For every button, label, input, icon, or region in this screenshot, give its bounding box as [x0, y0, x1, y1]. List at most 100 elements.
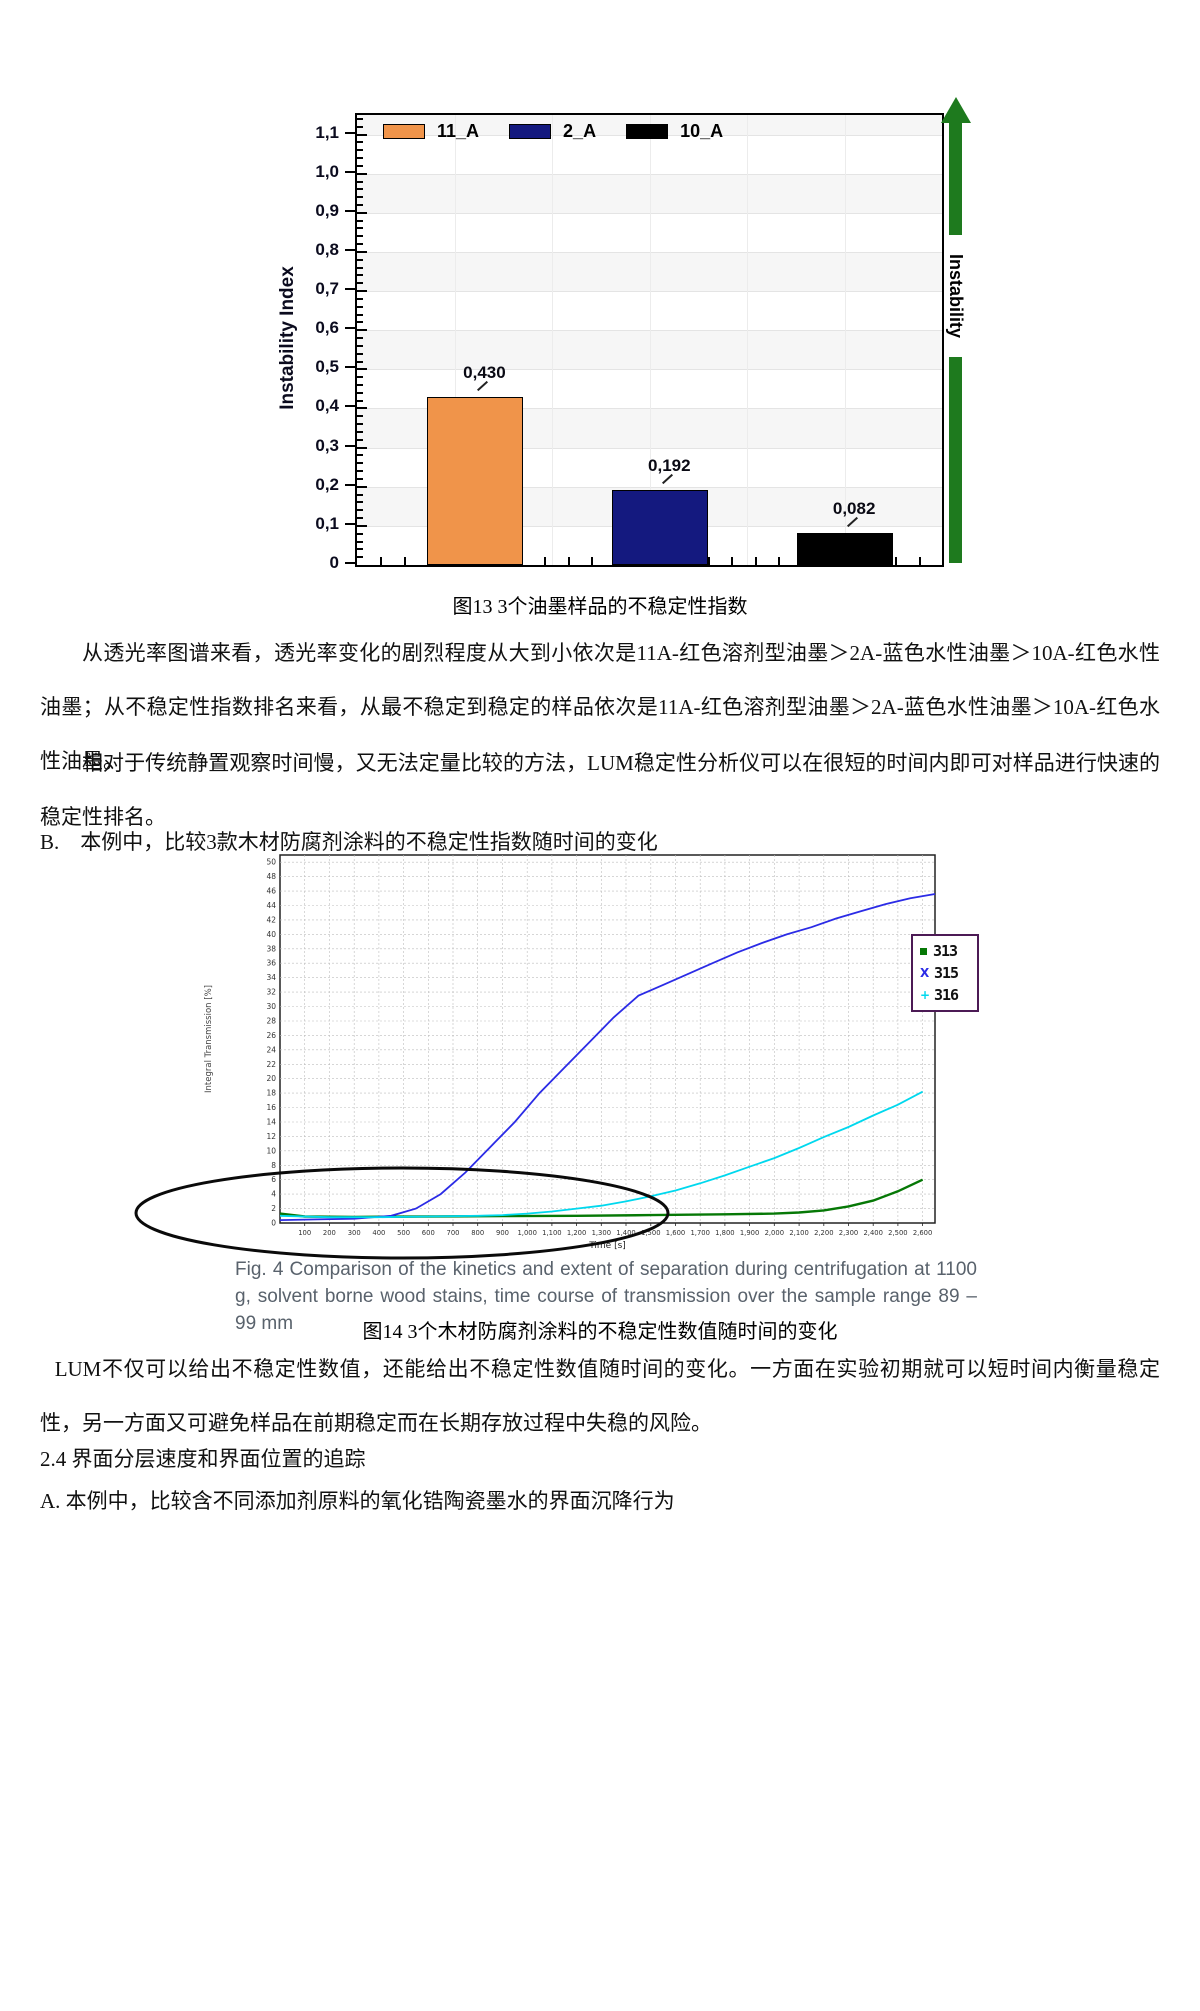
y-tick-label: 1,0 [315, 161, 339, 181]
tick [357, 423, 363, 426]
bar-2_A [612, 489, 709, 565]
y-tick-label: 32 [266, 988, 276, 997]
figure-14-caption: 图14 3个木材防腐剂涂料的不稳定性数值随时间的变化 [362, 1321, 838, 1343]
tick [357, 438, 363, 441]
y-tick-label: 22 [266, 1060, 276, 1069]
y-tick-label: 0,9 [315, 200, 339, 220]
legend-label: 11_A [437, 120, 480, 141]
tick [357, 321, 363, 324]
tick [345, 248, 355, 251]
x-tick-label: 1,200 [567, 1229, 586, 1237]
y-tick-label: 8 [271, 1161, 276, 1170]
y-tick-label: 44 [266, 901, 276, 910]
tick [357, 305, 363, 308]
tick [357, 399, 363, 402]
tick [357, 266, 363, 269]
x-tick-label: 1,600 [666, 1229, 685, 1237]
tick [754, 557, 757, 565]
x-tick-label: 2,100 [789, 1229, 808, 1237]
tick [357, 509, 363, 512]
legend-swatch [509, 123, 552, 139]
x-tick-label: 2,000 [765, 1229, 784, 1237]
tick [357, 368, 367, 371]
x-tick-label: 700 [447, 1229, 460, 1237]
tick [380, 557, 383, 565]
y-tick-label: 10 [266, 1146, 276, 1155]
y-tick-label: 18 [266, 1089, 276, 1098]
x-tick-label: 800 [471, 1229, 484, 1237]
instability-direction-arrow: Instability [941, 97, 971, 563]
tick [357, 282, 363, 285]
plot-canvas: 0,430 0,192 0,082 [357, 115, 942, 565]
line-chart-canvas: 0246810121416182022242628303234363840424… [204, 854, 936, 1251]
tick [591, 557, 593, 565]
x-tick-label: 1,000 [517, 1229, 536, 1237]
y-tick-label: 6 [271, 1175, 276, 1184]
chart-legend: 313 X 315 +316 [911, 934, 979, 1012]
y-tick-label: 4 [271, 1190, 276, 1199]
y-tick-label: 0 [271, 1219, 276, 1228]
y-tick-label: 1,1 [315, 122, 339, 142]
tick [357, 313, 363, 316]
tick [357, 485, 367, 488]
y-tick-label: 30 [266, 1002, 276, 1011]
tick [357, 470, 363, 473]
tick [357, 352, 363, 355]
annotation-ellipse [134, 1166, 670, 1260]
x-tick-label: 2,200 [814, 1229, 833, 1237]
tick [357, 219, 363, 222]
tick [357, 360, 363, 363]
tick [895, 557, 898, 565]
tick [357, 415, 363, 418]
legend-marker-plus-icon: + [920, 988, 930, 1002]
tick [357, 274, 363, 277]
section-heading-2-4: 2.4 界面分层速度和界面位置的追踪 [40, 1447, 366, 1471]
tick [357, 337, 363, 340]
plot-area: 0,430 0,192 0,082 11_A 2_A 10_A [355, 113, 944, 567]
figure-4-english-caption: Fig. 4 Comparison of the kinetics and ex… [235, 1259, 977, 1334]
gridline [844, 115, 846, 565]
legend-item: 11_A [383, 121, 479, 142]
tick [567, 557, 570, 565]
y-tick-label: 38 [266, 944, 276, 953]
paragraph-lum-time-course: LUM不仅可以给出不稳定性数值，还能给出不稳定性数值随时间的变化。一方面在实验初… [40, 1357, 1160, 1435]
legend-swatch [626, 123, 669, 139]
y-tick-label: 46 [266, 887, 276, 896]
legend-item: 10_A [626, 121, 723, 142]
tick [731, 557, 734, 565]
tick [357, 133, 367, 136]
y-tick-label: 36 [266, 959, 276, 968]
gridline [649, 115, 651, 565]
x-tick-label: 1,900 [740, 1229, 759, 1237]
x-tick-label: 1,800 [715, 1229, 734, 1237]
legend-item: 313 [920, 942, 970, 960]
x-tick-label: 900 [496, 1229, 509, 1237]
tick [357, 501, 363, 504]
legend-swatch [383, 123, 425, 139]
tick [357, 517, 363, 520]
tick [357, 211, 367, 214]
x-tick-label: 1,700 [690, 1229, 709, 1237]
tick [357, 384, 363, 386]
y-tick-label: 0,6 [315, 318, 339, 338]
x-tick-label: 2,300 [839, 1229, 858, 1237]
tick [544, 557, 547, 565]
y-tick-label: 34 [266, 973, 276, 982]
y-tick-label: 24 [266, 1045, 276, 1054]
plot-border [279, 854, 936, 1224]
x-tick-label: 400 [372, 1229, 385, 1237]
annotation-overlay [134, 1166, 670, 1260]
tick [357, 532, 363, 535]
arrow-up-icon [941, 97, 971, 123]
tick [357, 141, 363, 144]
y-tick-label: 0,2 [315, 474, 339, 494]
tick [345, 444, 355, 447]
list-item-a: A. 本例中，比较含不同添加剂原料的氧化锆陶瓷墨水的界面沉降行为 [40, 1489, 675, 1513]
tick [357, 344, 363, 347]
x-tick-label: 1,300 [592, 1229, 611, 1237]
arrow-bar-top [949, 123, 962, 235]
tick [357, 235, 363, 238]
x-tick-label: 2,600 [913, 1229, 932, 1237]
tick [357, 227, 363, 230]
